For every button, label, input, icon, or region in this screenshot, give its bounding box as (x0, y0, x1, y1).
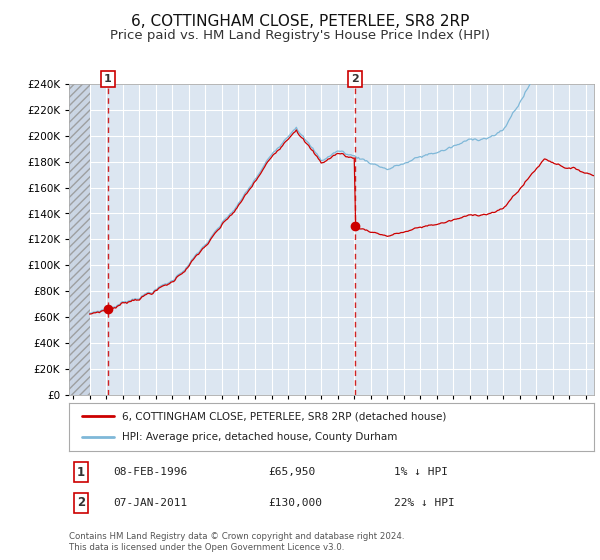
Text: 1: 1 (77, 465, 85, 479)
Text: 2: 2 (77, 496, 85, 509)
Text: 08-FEB-1996: 08-FEB-1996 (113, 467, 188, 477)
Text: 07-JAN-2011: 07-JAN-2011 (113, 498, 188, 508)
Text: Price paid vs. HM Land Registry's House Price Index (HPI): Price paid vs. HM Land Registry's House … (110, 29, 490, 42)
Text: 6, COTTINGHAM CLOSE, PETERLEE, SR8 2RP (detached house): 6, COTTINGHAM CLOSE, PETERLEE, SR8 2RP (… (121, 411, 446, 421)
Text: £65,950: £65,950 (269, 467, 316, 477)
Text: Contains HM Land Registry data © Crown copyright and database right 2024.
This d: Contains HM Land Registry data © Crown c… (69, 533, 404, 552)
Text: 22% ↓ HPI: 22% ↓ HPI (395, 498, 455, 508)
Text: 1: 1 (104, 74, 112, 84)
Bar (69, 84, 89, 395)
Text: HPI: Average price, detached house, County Durham: HPI: Average price, detached house, Coun… (121, 432, 397, 442)
Text: 2: 2 (351, 74, 359, 84)
Text: 1% ↓ HPI: 1% ↓ HPI (395, 467, 449, 477)
Text: 6, COTTINGHAM CLOSE, PETERLEE, SR8 2RP: 6, COTTINGHAM CLOSE, PETERLEE, SR8 2RP (131, 13, 469, 29)
Text: £130,000: £130,000 (269, 498, 323, 508)
